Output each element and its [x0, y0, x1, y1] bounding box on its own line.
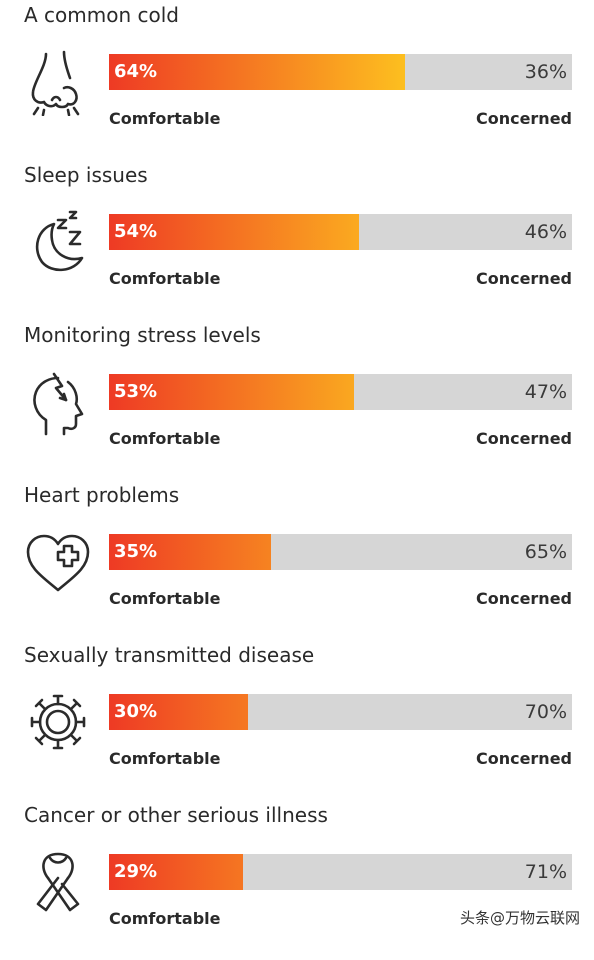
- comfortable-percent-label: 30%: [114, 701, 158, 722]
- category-title: Monitoring stress levels: [24, 323, 261, 347]
- concerned-percent-label: 36%: [524, 61, 567, 83]
- comfortable-label: Comfortable: [109, 429, 221, 448]
- watermark: 头条@万物云联网: [459, 909, 580, 927]
- concerned-label: Concerned: [475, 589, 572, 608]
- nose-icon: [24, 48, 92, 116]
- moon-sleep-icon: [24, 208, 92, 276]
- chart-row-cancer: Cancer or other serious illness 29% 71% …: [0, 800, 594, 960]
- comfortable-percent-label: 54%: [114, 221, 158, 242]
- category-title: Cancer or other serious illness: [24, 803, 328, 827]
- comfortable-bar: [109, 534, 271, 570]
- comfortable-label: Comfortable: [109, 909, 221, 928]
- bar-track: 30% 70%: [109, 694, 572, 730]
- awareness-ribbon-icon: [24, 848, 92, 916]
- chart-row-heart-problems: Heart problems 35% 65% Comfortable Conce…: [0, 480, 594, 640]
- stressed-head-icon: [24, 368, 92, 436]
- bar-track: 54% 46%: [109, 214, 572, 250]
- comfortable-bar: [109, 374, 354, 410]
- comfortable-label: Comfortable: [109, 589, 221, 608]
- comfortable-bar: [109, 854, 243, 890]
- concerned-percent-label: 71%: [524, 861, 567, 883]
- chart-row-common-cold: A common cold 64% 36% Comfortable Concer…: [0, 0, 594, 160]
- bar-track: 53% 47%: [109, 374, 572, 410]
- category-title: Sexually transmitted disease: [24, 643, 315, 667]
- concerned-percent-label: 46%: [524, 221, 567, 243]
- comfortable-bar: [109, 54, 405, 90]
- comfortable-percent-label: 53%: [114, 381, 158, 402]
- bar-track: 29% 71%: [109, 854, 572, 890]
- bar-track: 35% 65%: [109, 534, 572, 570]
- heart-cross-icon: [24, 528, 92, 596]
- concerned-label: Concerned: [475, 429, 572, 448]
- concerned-percent-label: 70%: [524, 701, 567, 723]
- comfortable-label: Comfortable: [109, 749, 221, 768]
- comfortable-percent-label: 64%: [114, 61, 158, 82]
- concerned-label: Concerned: [475, 269, 572, 288]
- chart-row-stress-levels: Monitoring stress levels 53% 47% Comfort…: [0, 320, 594, 480]
- concerned-percent-label: 65%: [524, 541, 567, 563]
- bar-track: 64% 36%: [109, 54, 572, 90]
- chart-row-sleep-issues: Sleep issues 54% 46% Comfortable Concern…: [0, 160, 594, 320]
- comfortable-label: Comfortable: [109, 109, 221, 128]
- virus-icon: [24, 688, 92, 756]
- category-title: A common cold: [24, 3, 179, 27]
- comfortable-label: Comfortable: [109, 269, 221, 288]
- concerned-label: Concerned: [475, 749, 572, 768]
- comfortable-percent-label: 29%: [114, 861, 158, 882]
- chart-row-sexually-transmitted-disease: Sexually transmitted disease 30% 70% Com…: [0, 640, 594, 800]
- comfortable-bar: [109, 694, 248, 730]
- concerned-label: Concerned: [475, 109, 572, 128]
- category-title: Sleep issues: [24, 163, 148, 187]
- concerned-percent-label: 47%: [524, 381, 567, 403]
- category-title: Heart problems: [24, 483, 180, 507]
- comfortable-percent-label: 35%: [114, 541, 158, 562]
- comfortable-bar: [109, 214, 359, 250]
